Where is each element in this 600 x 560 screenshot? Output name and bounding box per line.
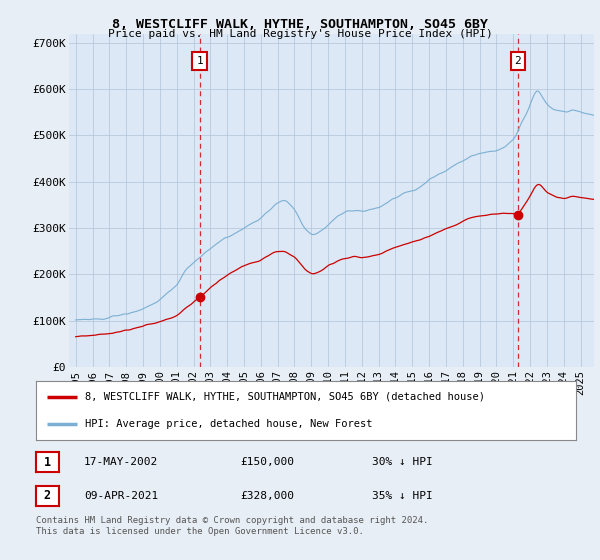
Text: 8, WESTCLIFF WALK, HYTHE, SOUTHAMPTON, SO45 6BY (detached house): 8, WESTCLIFF WALK, HYTHE, SOUTHAMPTON, S…: [85, 391, 485, 402]
Text: Contains HM Land Registry data © Crown copyright and database right 2024.: Contains HM Land Registry data © Crown c…: [36, 516, 428, 525]
Text: 1: 1: [196, 57, 203, 67]
Text: 35% ↓ HPI: 35% ↓ HPI: [372, 491, 433, 501]
Text: This data is licensed under the Open Government Licence v3.0.: This data is licensed under the Open Gov…: [36, 528, 364, 536]
Text: Price paid vs. HM Land Registry's House Price Index (HPI): Price paid vs. HM Land Registry's House …: [107, 29, 493, 39]
Text: HPI: Average price, detached house, New Forest: HPI: Average price, detached house, New …: [85, 419, 372, 429]
Text: £150,000: £150,000: [240, 457, 294, 467]
Text: 2: 2: [514, 57, 521, 67]
Text: 2: 2: [44, 489, 51, 502]
Text: 30% ↓ HPI: 30% ↓ HPI: [372, 457, 433, 467]
Text: 17-MAY-2002: 17-MAY-2002: [84, 457, 158, 467]
Text: 8, WESTCLIFF WALK, HYTHE, SOUTHAMPTON, SO45 6BY: 8, WESTCLIFF WALK, HYTHE, SOUTHAMPTON, S…: [112, 18, 488, 31]
Text: 1: 1: [44, 455, 51, 469]
Text: 09-APR-2021: 09-APR-2021: [84, 491, 158, 501]
Text: £328,000: £328,000: [240, 491, 294, 501]
